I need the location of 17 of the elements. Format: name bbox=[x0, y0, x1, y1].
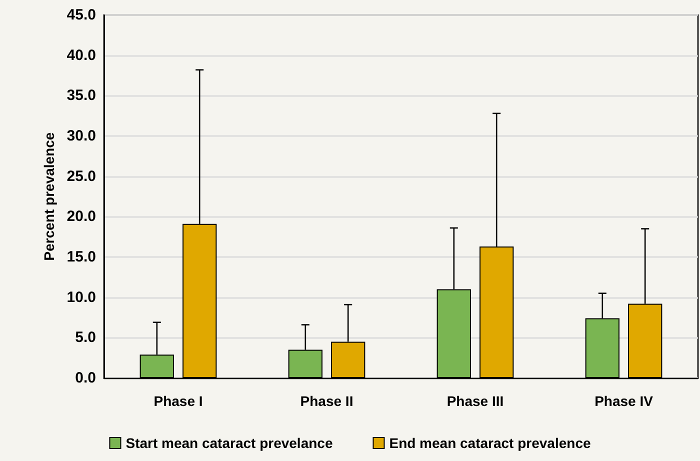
y-tick-label: 15.0 bbox=[66, 248, 96, 266]
y-tick-label: 35.0 bbox=[66, 87, 96, 104]
x-tick-label: Phase IV bbox=[594, 393, 654, 409]
y-tick-label: 30.0 bbox=[66, 128, 96, 144]
y-tick-label: 10.0 bbox=[66, 288, 96, 306]
x-tick-label: Phase II bbox=[300, 393, 354, 409]
legend-label: Start mean cataract prevelance bbox=[126, 435, 333, 451]
x-tick-label: Phase I bbox=[154, 393, 203, 409]
y-axis-title: Percent prevalence bbox=[40, 132, 57, 261]
y-tick-label: 0.0 bbox=[75, 370, 96, 386]
y-tick-label: 20.0 bbox=[66, 208, 96, 226]
y-tick-label: 5.0 bbox=[75, 329, 96, 346]
y-tick-label: 40.0 bbox=[66, 46, 96, 64]
y-tick-label: 45.0 bbox=[66, 6, 96, 24]
y-tick-label: 25.0 bbox=[66, 168, 96, 185]
x-tick-label: Phase III bbox=[446, 393, 504, 409]
legend-label: End mean cataract prevalence bbox=[389, 435, 591, 451]
